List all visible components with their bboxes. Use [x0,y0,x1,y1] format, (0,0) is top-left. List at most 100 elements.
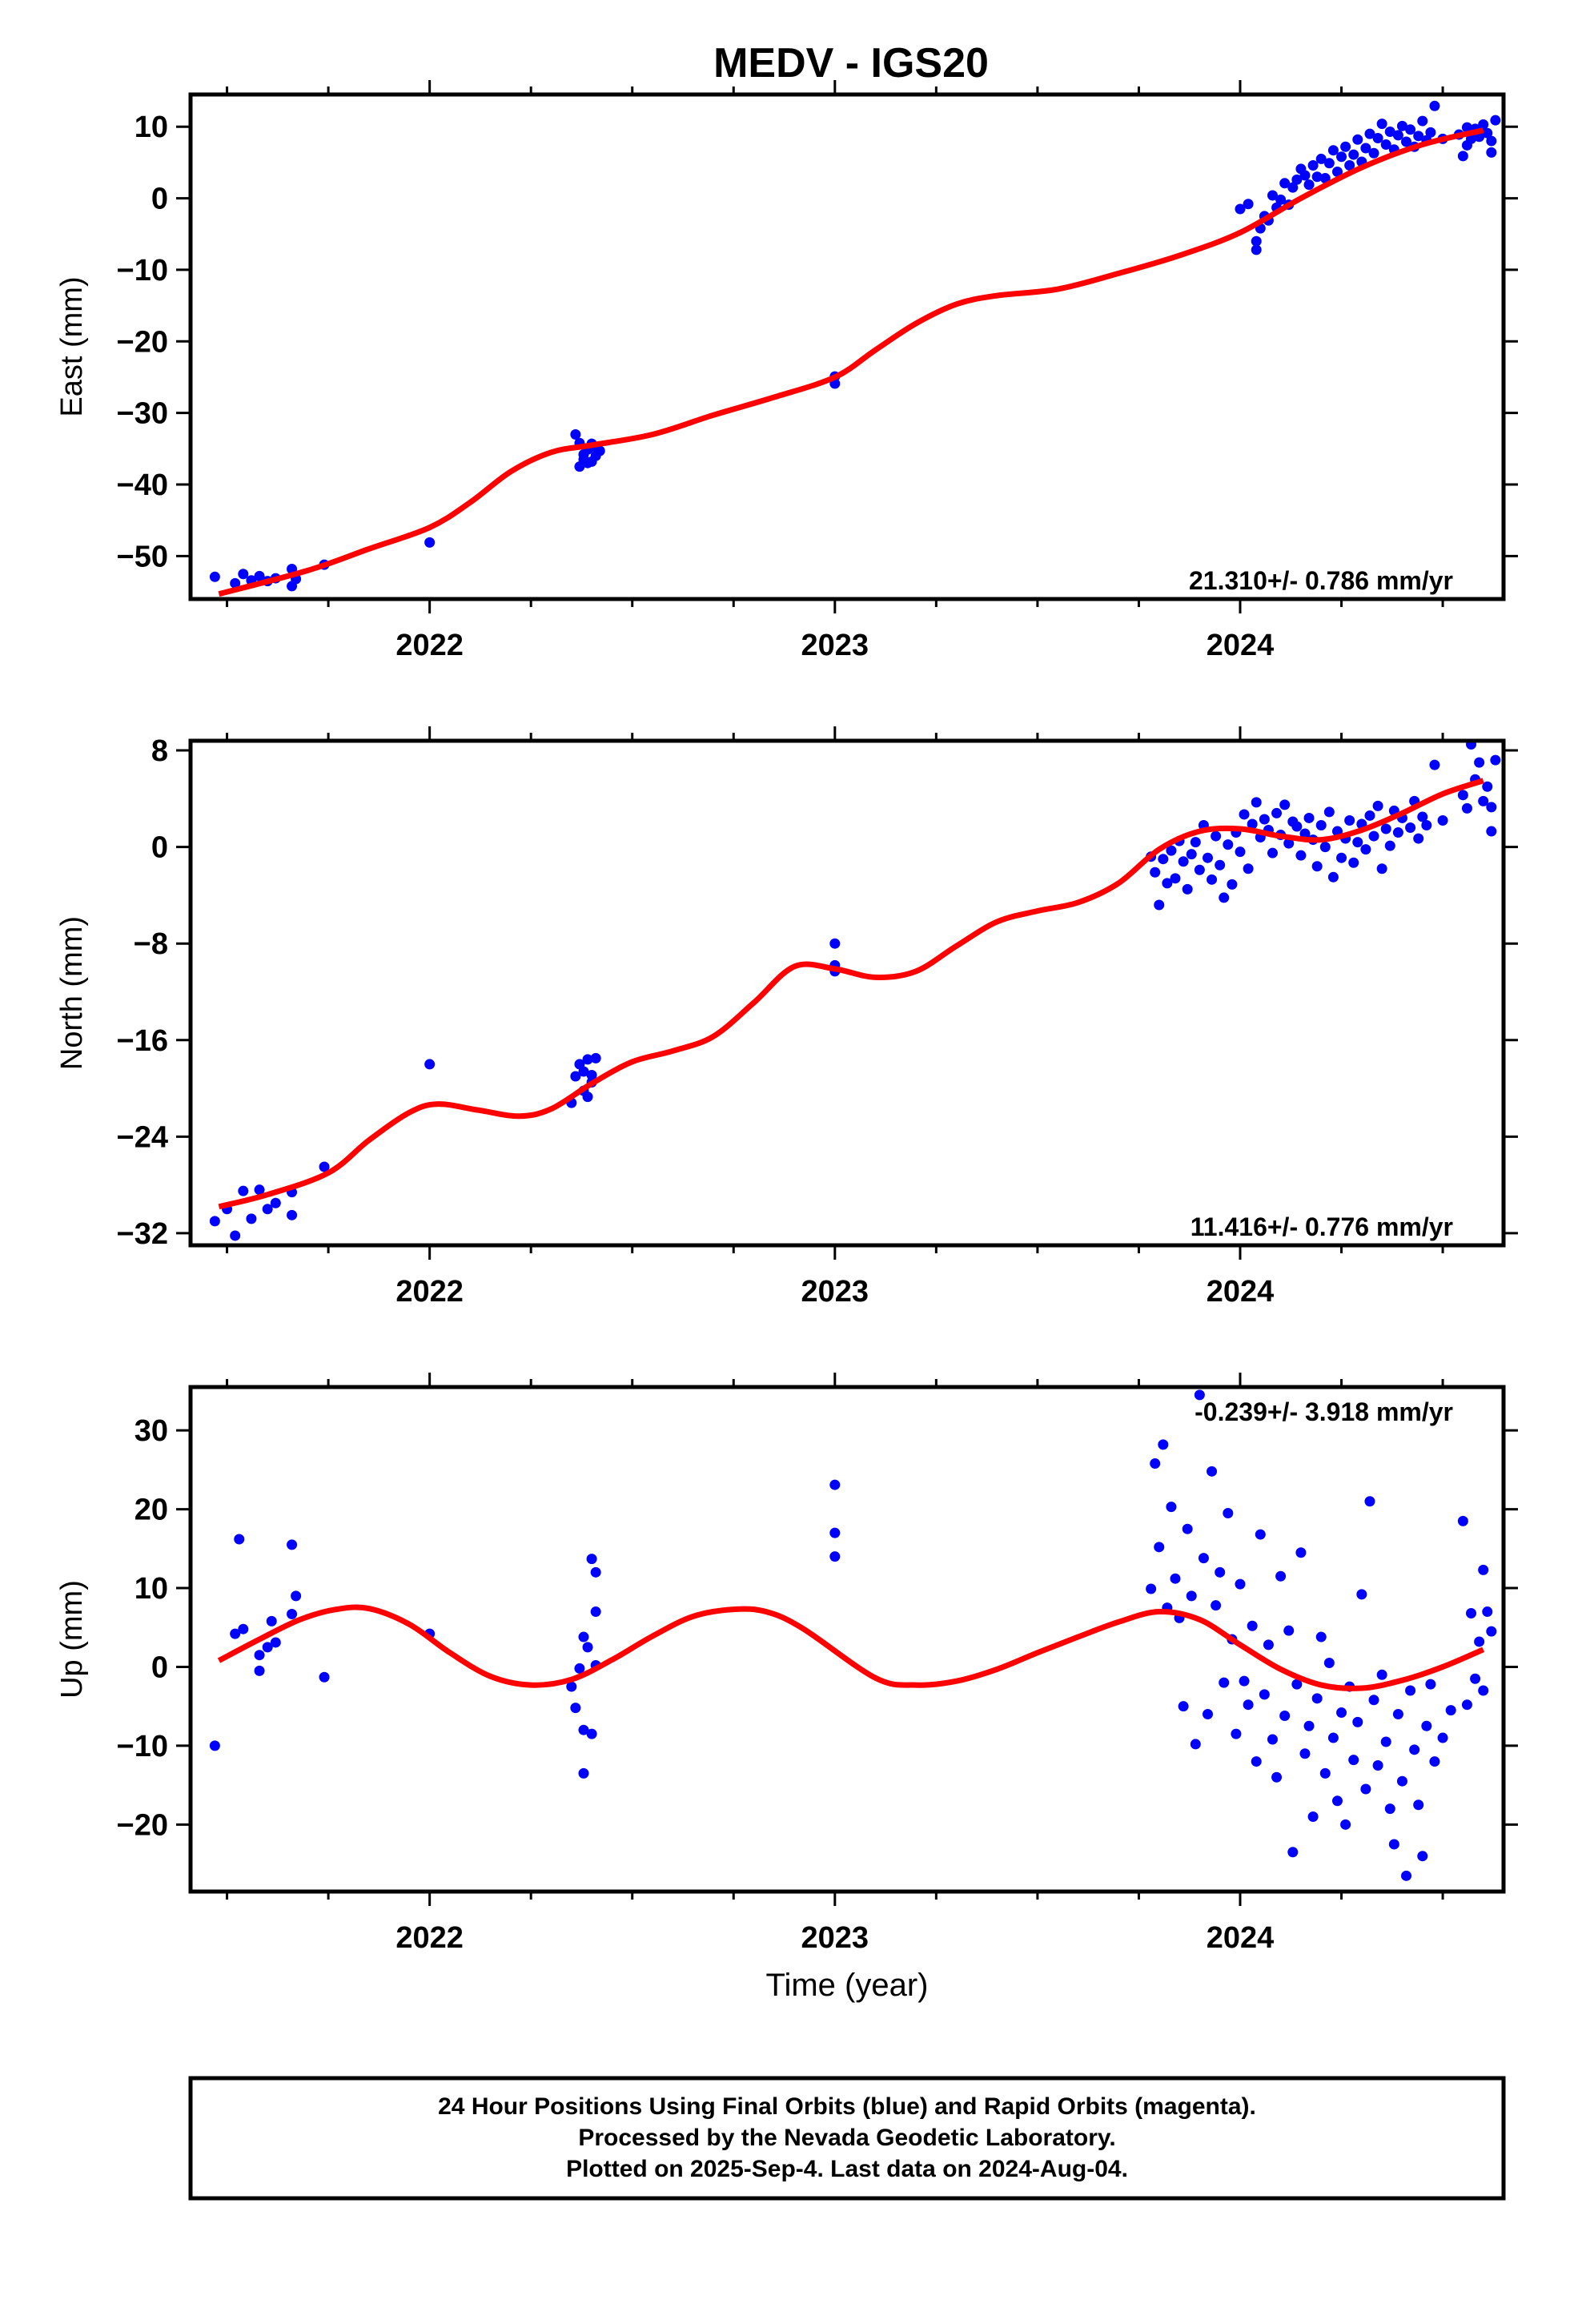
data-point [1271,1771,1283,1783]
data-point [1215,859,1226,870]
data-point [1490,754,1501,766]
data-point [1457,790,1468,801]
data-point [1461,122,1472,133]
footer-frame [188,2076,1506,2201]
data-point [578,1631,589,1642]
data-point [1215,1566,1226,1578]
data-point [1327,1732,1339,1743]
data-point [1166,845,1177,856]
data-point [230,577,241,589]
data-point [1466,1608,1477,1619]
data-point [1445,1705,1456,1716]
y-tick-label: 0 [151,1651,168,1684]
data-point [209,1216,220,1227]
data-point [238,1623,249,1634]
data-point [574,461,585,472]
data-point [209,1740,220,1751]
footer-box: 24 Hour Positions Using Final Orbits (bl… [188,2076,1506,2201]
data-point [1279,1710,1291,1721]
data-point [1336,151,1347,163]
data-point [1368,147,1379,159]
data-point [1295,850,1307,861]
y-tick-label: −8 [134,927,168,961]
data-point [246,1213,257,1224]
data-point [230,1230,241,1241]
y-tick-label: −20 [117,325,168,359]
data-point [829,1527,841,1538]
data-point [1251,244,1262,255]
data-point [1486,147,1497,158]
data-point [270,1197,281,1208]
data-point [1190,1739,1201,1750]
east-panel: 2022 2023 2024 10 0 −10 −20 −30 −40 −50 East (mm) 2… [55,80,1518,662]
data-point [586,456,597,467]
data-point [1336,1707,1347,1719]
data-point [254,570,265,581]
data-point [262,1642,273,1653]
data-point [1178,1701,1189,1712]
data-point [1490,115,1501,126]
data-point [1478,795,1489,806]
data-point [266,1615,277,1626]
east-fit-line [218,127,1484,597]
data-point [1267,190,1278,201]
data-point [254,1184,265,1196]
data-point [1158,854,1169,865]
data-point [570,1071,581,1082]
data-point [1457,1515,1468,1526]
data-point [1327,145,1339,156]
up-frame [188,1385,1506,1894]
data-point [1466,741,1477,750]
x-tick-label: 2023 [801,1275,869,1309]
data-point [1392,1709,1403,1720]
time-axis-label: Time (year) [766,1968,929,2003]
up-panel: 2022 2023 2024 30 20 10 0 −10 −20 Up (mm) Time (ye… [55,1373,1518,2003]
data-point [1413,833,1424,844]
data-point [1376,863,1387,875]
x-tick-label: 2023 [801,629,869,662]
data-point [1368,1695,1379,1706]
data-point [1267,847,1278,858]
data-point [1315,153,1327,164]
data-point [829,938,841,949]
data-point [1417,115,1428,127]
data-point [254,1650,265,1661]
up-data [209,1389,1497,1881]
data-point [1194,1389,1205,1401]
data-point [1202,852,1213,863]
data-point [1461,1699,1472,1711]
north-frame [188,738,1506,1248]
data-point [287,1539,298,1550]
data-point [1344,159,1355,171]
y-tick-label: −16 [117,1024,168,1058]
data-point [582,1054,593,1065]
data-point [1271,807,1283,818]
data-point [1259,1689,1270,1700]
data-point [1170,1573,1181,1584]
data-point [590,1052,601,1063]
data-point [1380,823,1391,834]
footer-line-1: 24 Hour Positions Using Final Orbits (bl… [438,2093,1256,2120]
data-point [1311,1693,1323,1704]
y-tick-label: −32 [117,1217,168,1251]
data-point [287,1609,298,1619]
data-point [1243,1699,1254,1711]
data-point [829,1551,841,1562]
x-tick-label: 2022 [396,1275,464,1309]
data-point [1311,861,1323,872]
data-point [319,1161,330,1172]
data-point [1307,1811,1319,1822]
data-point [1283,838,1295,849]
data-point [570,1703,581,1714]
data-point [1291,174,1303,185]
data-point [1211,1600,1222,1611]
data-point [1247,1620,1258,1631]
data-point [570,428,581,440]
data-point [1154,1542,1165,1553]
data-point [1384,126,1395,137]
data-point [1372,800,1383,811]
data-point [1474,1636,1485,1647]
data-point [1401,136,1412,147]
data-point [238,1185,249,1196]
